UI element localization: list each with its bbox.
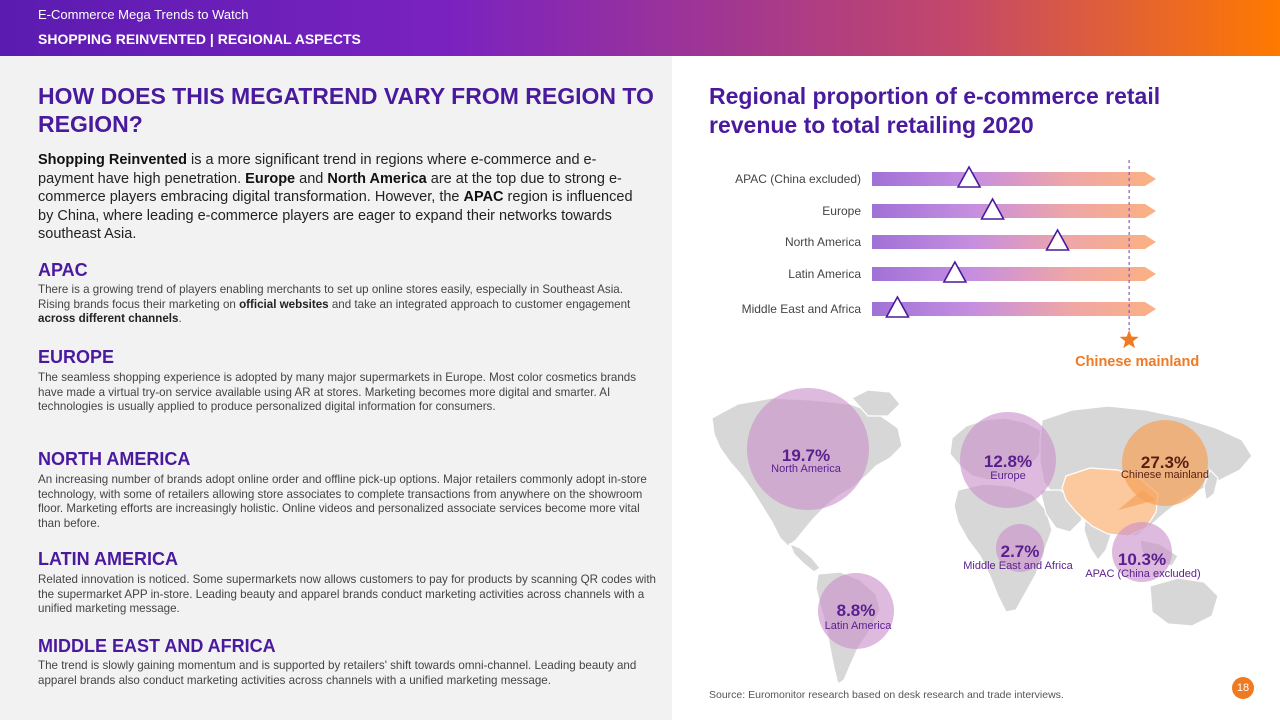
bubble-value: 10.3% — [1118, 550, 1166, 569]
question-heading: HOW DOES THIS MEGATREND VARY FROM REGION… — [38, 83, 654, 137]
bubble-label: Middle East and Africa — [963, 560, 1073, 572]
map-australia — [1149, 577, 1219, 627]
bar-value-marker — [885, 295, 910, 318]
intro-run: Shopping Reinvented — [38, 152, 188, 168]
bar-track — [872, 267, 1156, 281]
intro-run: North America — [327, 170, 427, 187]
intro-run: Europe — [245, 170, 296, 187]
chart-title: Regional proportion of e-commerce retail… — [709, 83, 1161, 138]
section-middle-east-africa-run: The trend is slowly gaining momentum and… — [38, 659, 637, 687]
bar-label: North America — [785, 235, 861, 249]
bubble-value: 12.8% — [984, 452, 1032, 471]
section-apac-run: There is a growing trend of players enab… — [38, 283, 623, 311]
section-heading-latin-america: LATIN AMERICA — [38, 549, 178, 569]
bubble-latin-america — [818, 573, 894, 649]
section-heading-middle-east-africa: MIDDLE EAST AND AFRICA — [38, 636, 276, 656]
bubble-chinese-mainland — [1122, 420, 1208, 506]
section-apac-run: across different channels — [38, 312, 179, 326]
intro-run: APAC — [463, 189, 504, 205]
section-north-america-run: An increasing number of brands adopt onl… — [38, 473, 647, 530]
bubble-value: 8.8% — [837, 601, 876, 620]
star-icon — [1119, 330, 1139, 349]
section-heading-north-america: NORTH AMERICA — [38, 449, 191, 469]
intro-run: and — [295, 170, 328, 187]
map-japan — [1203, 468, 1219, 502]
section-heading-europe: EUROPE — [38, 347, 115, 367]
section-apac-run: . — [178, 312, 182, 326]
bar-label: Middle East and Africa — [742, 302, 862, 316]
source-note: Source: Euromonitor research based on de… — [709, 689, 1064, 701]
bar-value-marker — [980, 197, 1005, 220]
bar-label: APAC (China excluded) — [735, 172, 861, 186]
section-europe-run: The seamless shopping experience is adop… — [38, 371, 637, 414]
bar-track — [872, 235, 1156, 249]
bubble-label: North America — [771, 463, 842, 475]
section-title: SHOPPING REINVENTED | REGIONAL ASPECTS — [38, 31, 361, 47]
bar-value-marker — [942, 260, 968, 283]
map-greenland — [851, 389, 901, 417]
section-text-apac: There is a growing trend of players enab… — [38, 283, 658, 327]
intro-run: region is influenced by China, where lea… — [38, 189, 633, 242]
bar-label: Latin America — [788, 267, 861, 281]
series-title: E-Commerce Mega Trends to Watch — [38, 7, 249, 22]
section-text-europe: The seamless shopping experience is adop… — [38, 371, 658, 415]
section-heading-apac: APAC — [38, 260, 88, 280]
bubble-label: Latin America — [825, 620, 893, 632]
section-apac-run: official websites — [239, 297, 329, 311]
section-text-middle-east-africa: The trend is slowly gaining momentum and… — [38, 659, 658, 688]
section-apac-run: and take an integrated approach to custo… — [328, 297, 631, 311]
bubble-label: Europe — [990, 470, 1025, 482]
left-panel — [0, 56, 672, 720]
bubble-label: APAC (China excluded) — [1085, 568, 1200, 580]
section-latin-america-run: Related innovation is noticed. Some supe… — [38, 573, 656, 616]
bubble-middle-east-africa — [996, 524, 1044, 572]
bubble-value: 2.7% — [1001, 542, 1040, 561]
bubble-value: 19.7% — [782, 446, 830, 465]
bubble-value: 27.3% — [1141, 453, 1189, 472]
intro-paragraph: Shopping Reinvented is a more significan… — [38, 151, 648, 244]
bubble-apac-ex-china — [1112, 522, 1172, 582]
bar-track — [872, 204, 1156, 218]
bar-label: Europe — [822, 204, 861, 218]
intro-run: are at the top due to strong e-commerce … — [38, 170, 622, 206]
bubble-north-america — [747, 388, 869, 510]
intro-run: is a more significant trend in regions w… — [38, 152, 597, 187]
bubble-europe — [960, 412, 1056, 508]
reference-label: Chinese mainland — [1075, 354, 1199, 370]
header-banner: E-Commerce Mega Trends to Watch SHOPPING… — [0, 0, 1280, 56]
page-number: 18 — [1232, 677, 1254, 699]
bar-value-marker — [956, 165, 982, 188]
section-text-north-america: An increasing number of brands adopt onl… — [38, 473, 658, 531]
bar-value-marker — [1045, 228, 1070, 251]
section-text-latin-america: Related innovation is noticed. Some supe… — [38, 573, 658, 617]
bar-track — [872, 302, 1156, 316]
map-central-america — [788, 542, 821, 573]
bar-track — [872, 172, 1156, 186]
bubble-label: Chinese mainland — [1121, 469, 1209, 481]
